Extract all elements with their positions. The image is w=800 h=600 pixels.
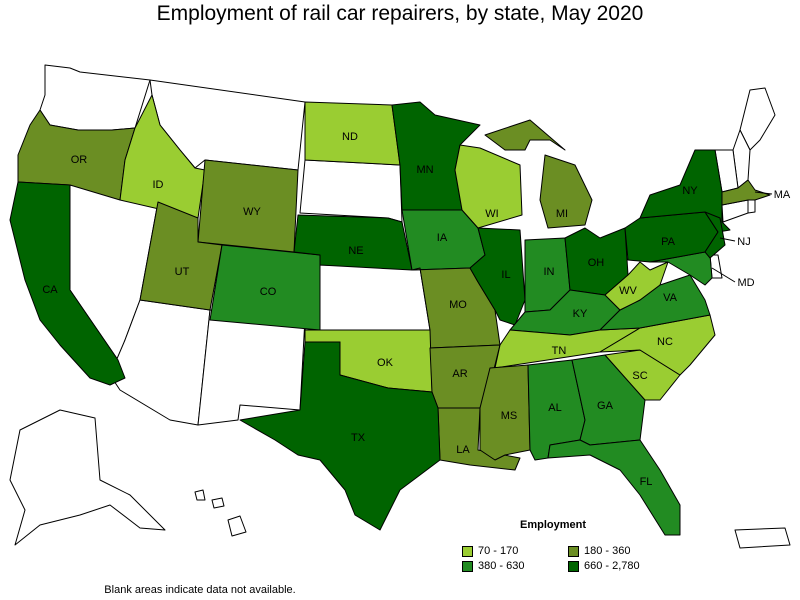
state-nj	[704, 211, 726, 259]
legend-item-380-630: 380 - 630	[462, 560, 568, 572]
label-ma: MA	[774, 189, 791, 201]
nj-leader-line	[719, 237, 736, 242]
state-ca	[9, 181, 126, 386]
label-fl: FL	[640, 476, 653, 488]
label-or: OR	[71, 154, 88, 166]
legend-item-180-360: 180 - 360	[568, 545, 668, 557]
legend-swatch	[568, 560, 579, 572]
state-mi	[484, 119, 593, 229]
legend-swatch	[462, 560, 473, 572]
legend-label: 70 - 170	[478, 545, 519, 557]
state-sc	[604, 349, 681, 401]
state-tx	[239, 341, 441, 531]
map-legend: Employment 70 - 170 180 - 360 380 - 630 …	[462, 519, 662, 572]
label-ar: AR	[452, 368, 467, 380]
label-in: IN	[544, 266, 555, 278]
label-ca: CA	[42, 284, 58, 296]
label-tx: TX	[351, 432, 366, 444]
ma-leader-line	[754, 191, 773, 195]
state-ma	[721, 179, 771, 206]
state-ks	[304, 264, 431, 331]
label-pa: PA	[661, 236, 676, 248]
state-wa	[39, 64, 151, 131]
label-co: CO	[260, 286, 277, 298]
label-ne: NE	[348, 245, 363, 257]
legend-title: Employment	[520, 519, 587, 531]
legend-label: 660 - 2,780	[584, 560, 640, 572]
label-la: LA	[456, 444, 470, 456]
legend-swatch	[568, 545, 579, 557]
legend-swatch	[462, 545, 473, 557]
legend-label: 180 - 360	[584, 545, 631, 557]
map-title: Employment of rail car repairers, by sta…	[156, 2, 644, 25]
label-nj: NJ	[737, 236, 750, 248]
footnote: Blank areas indicate data not available.	[104, 584, 296, 596]
label-al: AL	[548, 402, 561, 414]
label-tn: TN	[552, 345, 567, 357]
label-ok: OK	[377, 357, 394, 369]
state-ne	[293, 214, 413, 271]
label-va: VA	[663, 292, 678, 304]
label-mi: MI	[556, 208, 568, 220]
label-ms: MS	[501, 410, 518, 422]
state-ak	[9, 409, 166, 546]
label-ut: UT	[175, 266, 190, 278]
label-mn: MN	[416, 164, 433, 176]
label-ga: GA	[597, 400, 614, 412]
state-hi	[194, 489, 247, 537]
label-id: ID	[153, 179, 164, 191]
label-wy: WY	[243, 206, 261, 218]
label-wi: WI	[485, 208, 498, 220]
md-leader-line	[711, 267, 736, 283]
label-md: MD	[737, 277, 754, 289]
state-wi	[454, 144, 523, 229]
label-oh: OH	[588, 257, 605, 269]
label-wv: WV	[619, 285, 637, 297]
territory-pr	[734, 527, 791, 549]
legend-item-70-170: 70 - 170	[462, 545, 568, 557]
label-ia: IA	[437, 232, 448, 244]
label-il: IL	[501, 269, 510, 281]
label-sc: SC	[632, 370, 647, 382]
state-ri	[747, 199, 756, 214]
state-il	[469, 227, 526, 326]
state-sd	[299, 159, 403, 223]
label-ny: NY	[682, 185, 698, 197]
label-ky: KY	[573, 308, 588, 320]
label-nc: NC	[657, 336, 673, 348]
legend-label: 380 - 630	[478, 560, 525, 572]
state-fl	[547, 439, 681, 536]
label-nd: ND	[342, 131, 358, 143]
legend-item-660-2780: 660 - 2,780	[568, 560, 668, 572]
label-mo: MO	[449, 299, 467, 311]
state-id	[119, 94, 206, 219]
